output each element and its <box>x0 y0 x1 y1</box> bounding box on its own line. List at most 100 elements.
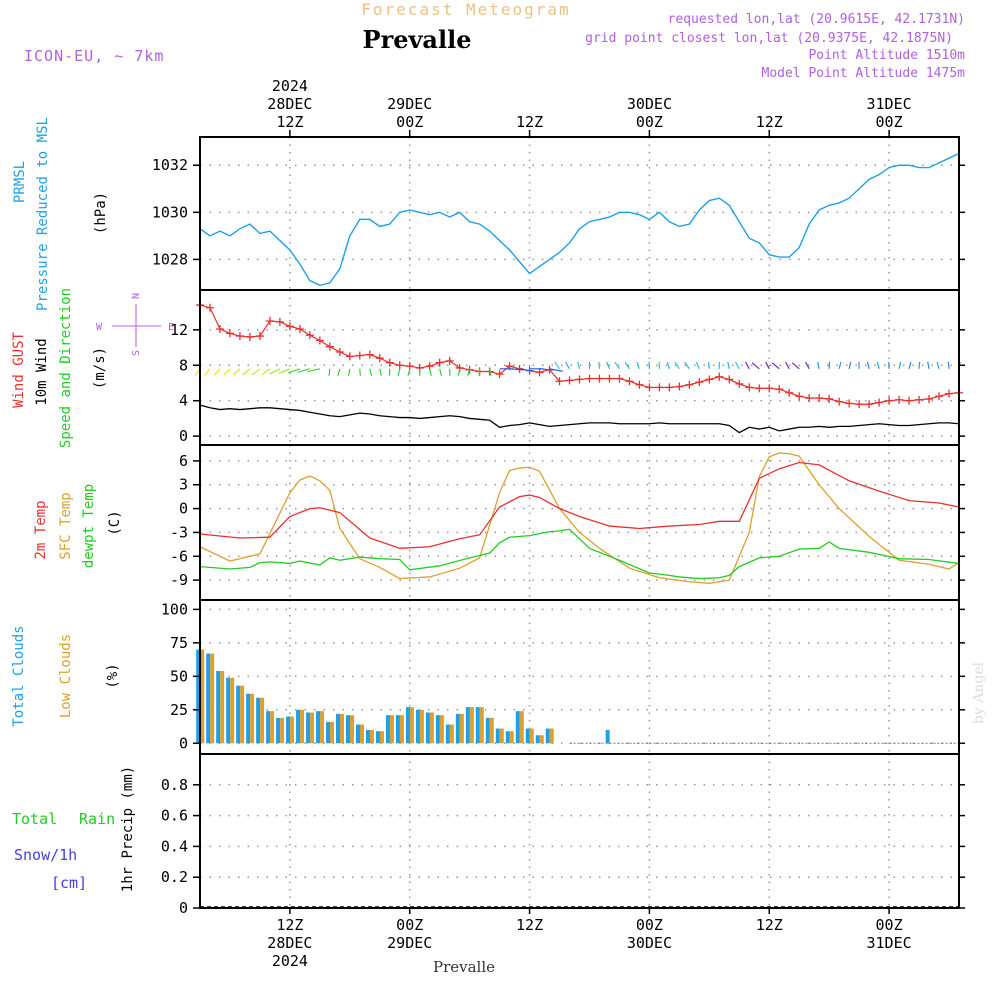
point-altitude: Point Altitude 1510m <box>808 48 965 63</box>
low-clouds-label: Low Clouds <box>58 634 74 718</box>
wind-direction-arrow <box>269 368 281 375</box>
low-cloud-bar <box>220 670 225 744</box>
gust-point <box>595 374 604 383</box>
gust-point <box>445 356 454 365</box>
wind-direction-arrow <box>554 361 561 370</box>
gust-point <box>665 383 674 392</box>
gust-point <box>435 358 444 367</box>
gust-point <box>345 352 354 361</box>
low-cloud-bar <box>250 693 255 744</box>
gust-point <box>945 389 954 398</box>
compass-e: E <box>168 322 174 333</box>
wind-direction-arrow <box>614 361 620 370</box>
total-cloud-bar <box>256 697 261 744</box>
gust-point <box>885 396 894 405</box>
total-cloud-bar <box>525 728 530 744</box>
y-tick-label: -6 <box>170 547 188 565</box>
x-tick-label-bottom: 12Z <box>516 916 543 934</box>
pressure-line <box>199 152 960 287</box>
wind-direction-arrow <box>297 368 311 373</box>
wind-direction-arrow <box>223 368 231 376</box>
wind-direction-arrow <box>866 361 870 369</box>
gust-point <box>215 324 224 333</box>
x-tick-label-bottom: 12Z <box>276 916 303 934</box>
total-cloud-bar <box>385 715 390 744</box>
gust-point <box>705 375 714 384</box>
wind-direction-arrow <box>674 361 680 370</box>
y-tick-label: 3 <box>179 476 188 494</box>
gust-point <box>315 336 324 345</box>
gust-point <box>695 378 704 387</box>
total-clouds-label: Total Clouds <box>11 625 27 726</box>
wind-direction-arrow <box>397 368 401 376</box>
total-cloud-bar <box>206 653 211 744</box>
wind-direction-arrow <box>429 368 432 376</box>
gust-point <box>765 384 774 393</box>
gust-point <box>335 348 344 356</box>
wind-direction-arrow <box>751 362 760 370</box>
snow-label: Snow/1h <box>14 846 77 864</box>
low-cloud-bar <box>419 709 424 744</box>
x-tick-label-bottom: 00Z <box>636 916 663 934</box>
wind-direction-arrow <box>908 361 912 369</box>
gust-point <box>775 385 784 394</box>
low-cloud-bar <box>290 716 295 744</box>
wind-direction-arrow <box>848 361 852 369</box>
gust-point <box>535 368 544 377</box>
total-cloud-bar <box>346 715 351 744</box>
y-tick-label: 0.6 <box>161 807 188 825</box>
gust-point <box>855 400 864 409</box>
compass-n: N <box>131 293 142 299</box>
clouds-unit: (%) <box>105 663 121 688</box>
gust-point <box>645 383 654 392</box>
wind-direction-arrow <box>598 361 601 369</box>
gust-point <box>735 379 744 388</box>
total-cloud-bar <box>395 715 400 744</box>
total-cloud-bar <box>415 709 420 744</box>
low-cloud-bar <box>489 717 494 744</box>
y-tick-label: 0 <box>179 500 188 518</box>
gust-point <box>285 322 294 331</box>
x-tick-label-top: 12Z <box>276 113 303 131</box>
wind-direction-arrow <box>539 368 554 371</box>
wind-direction-arrow <box>549 368 563 372</box>
x-tick-label-top: 2024 <box>272 77 308 95</box>
y-tick-label: 4 <box>179 392 188 410</box>
low-cloud-bar <box>459 713 464 744</box>
wind-direction-arrow <box>457 368 461 376</box>
wind-direction-arrow <box>624 361 630 370</box>
total-cloud-bar <box>435 715 440 744</box>
low-cloud-bar <box>359 724 364 744</box>
total-cloud-bar <box>246 693 251 744</box>
compass-s: S <box>131 350 142 356</box>
wind-direction-arrow <box>817 361 820 369</box>
gust-point <box>655 383 664 392</box>
wind-direction-arrow <box>519 368 533 372</box>
low-cloud-bar <box>509 731 514 744</box>
gust-point <box>795 392 804 401</box>
panel-frame <box>199 444 960 601</box>
x-tick-label-top: 12Z <box>516 113 543 131</box>
low-cloud-bar <box>300 709 305 744</box>
total-cloud-bar <box>296 709 301 744</box>
total-cloud-bar <box>326 721 331 744</box>
total-cloud-bar <box>226 677 231 744</box>
gust-point <box>255 332 264 341</box>
precip-unit: 1hr Precip (mm) <box>120 766 136 892</box>
wind-direction-arrow <box>765 361 770 370</box>
gust-point <box>755 384 764 393</box>
x-tick-label-top: 00Z <box>636 113 663 131</box>
wind-direction-arrow <box>467 368 471 376</box>
total-cloud-bar <box>196 649 201 744</box>
gust-line <box>199 304 960 405</box>
total-cloud-bar <box>355 724 360 744</box>
low-cloud-bar <box>499 728 504 744</box>
gust-point <box>205 303 214 312</box>
total-cloud-bar <box>276 717 281 744</box>
y-tick-label: 0 <box>179 734 188 752</box>
wind-dir-label: Speed and Direction <box>58 288 74 448</box>
low-cloud-bar <box>539 735 544 744</box>
low-cloud-bar <box>379 731 384 744</box>
wind-direction-arrow <box>771 362 780 370</box>
